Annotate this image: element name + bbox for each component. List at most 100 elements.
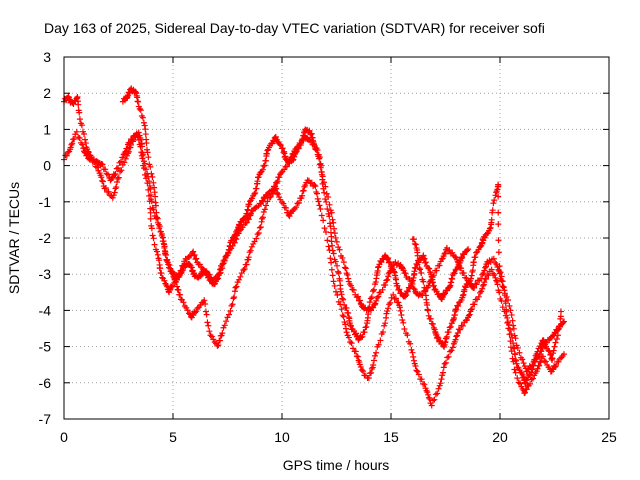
data-point-marker xyxy=(329,216,336,223)
data-point-marker xyxy=(482,264,489,271)
data-point-marker xyxy=(398,311,405,318)
data-point-marker xyxy=(417,266,424,273)
x-axis-label: GPS time / hours xyxy=(283,457,390,473)
data-point-marker xyxy=(211,339,218,346)
data-point-marker xyxy=(493,189,500,196)
data-point-marker xyxy=(357,363,364,370)
data-point-marker xyxy=(496,263,503,270)
data-point-marker xyxy=(451,270,458,277)
data-point-marker xyxy=(190,248,197,255)
data-point-marker xyxy=(449,344,456,351)
data-point-marker xyxy=(426,395,433,402)
data-point-marker xyxy=(326,213,333,220)
data-point-marker xyxy=(519,356,526,363)
data-point-marker xyxy=(347,339,354,346)
data-point-marker xyxy=(152,202,159,209)
data-point-marker xyxy=(316,202,323,209)
data-point-marker xyxy=(501,292,508,299)
data-point-marker xyxy=(404,332,411,339)
data-point-marker xyxy=(235,276,242,283)
data-point-marker xyxy=(408,282,415,289)
data-point-marker xyxy=(443,333,450,340)
data-point-marker xyxy=(442,359,449,366)
data-point-marker xyxy=(436,262,443,269)
data-point-marker xyxy=(425,312,432,319)
data-point-marker xyxy=(454,330,461,337)
data-point-marker xyxy=(312,146,319,153)
data-point-marker xyxy=(105,188,112,195)
data-point-marker xyxy=(242,213,249,220)
data-point-marker xyxy=(368,294,375,301)
data-point-marker xyxy=(498,273,505,280)
data-point-marker xyxy=(330,250,337,257)
data-point-marker xyxy=(427,315,434,322)
y-axis-label: SDTVAR / TECUs xyxy=(6,182,22,294)
data-point-marker xyxy=(78,122,85,129)
data-point-marker xyxy=(314,195,321,202)
data-point-marker xyxy=(502,300,509,307)
data-point-marker xyxy=(114,178,121,185)
data-point-marker xyxy=(142,131,149,138)
data-point-marker xyxy=(122,155,129,162)
data-point-marker xyxy=(438,376,445,383)
y-tick-label: 3 xyxy=(43,49,51,65)
data-point-marker xyxy=(320,185,327,192)
data-point-marker xyxy=(464,247,471,254)
data-point-marker xyxy=(507,326,514,333)
data-point-marker xyxy=(460,270,467,277)
data-point-marker xyxy=(141,160,148,167)
data-point-marker xyxy=(537,359,544,366)
data-point-marker xyxy=(424,389,431,396)
data-point-marker xyxy=(161,277,168,284)
x-tick-label: 0 xyxy=(60,429,68,445)
data-point-marker xyxy=(339,254,346,261)
series-sat-track-4 xyxy=(409,181,564,387)
data-point-marker xyxy=(472,254,479,261)
data-point-marker xyxy=(79,141,86,148)
data-point-marker xyxy=(370,357,377,364)
data-point-marker xyxy=(531,356,538,363)
data-point-marker xyxy=(421,381,428,388)
data-point-marker xyxy=(383,277,390,284)
data-point-marker xyxy=(312,183,319,190)
data-point-marker xyxy=(430,282,437,289)
data-point-marker xyxy=(515,379,522,386)
data-point-marker xyxy=(508,331,515,338)
data-point-marker xyxy=(328,209,335,216)
data-point-marker xyxy=(481,267,488,274)
data-point-marker xyxy=(135,129,142,136)
data-point-marker xyxy=(81,130,88,137)
data-point-marker xyxy=(259,166,266,173)
data-point-marker xyxy=(331,282,338,289)
data-point-marker xyxy=(159,274,166,281)
data-point-marker xyxy=(164,256,171,263)
data-point-marker xyxy=(263,202,270,209)
data-point-marker xyxy=(439,369,446,376)
data-point-marker xyxy=(546,348,553,355)
data-point-marker xyxy=(140,151,147,158)
data-point-marker xyxy=(373,297,380,304)
data-point-marker xyxy=(372,300,379,307)
data-point-marker xyxy=(119,154,126,161)
data-point-marker xyxy=(514,375,521,382)
data-point-marker xyxy=(512,351,519,358)
data-point-marker xyxy=(214,342,221,349)
y-tick-label: 2 xyxy=(43,85,51,101)
data-point-marker xyxy=(410,353,417,360)
data-point-marker xyxy=(191,251,198,258)
data-point-marker xyxy=(485,272,492,279)
data-point-marker xyxy=(98,160,105,167)
data-point-marker xyxy=(509,355,516,362)
data-point-marker xyxy=(339,295,346,302)
data-point-marker xyxy=(315,198,322,205)
data-point-marker xyxy=(192,309,199,316)
data-point-marker xyxy=(254,231,261,238)
data-point-marker xyxy=(539,353,546,360)
data-point-marker xyxy=(345,334,352,341)
data-point-marker xyxy=(135,98,142,105)
data-point-marker xyxy=(413,367,420,374)
data-point-marker xyxy=(490,200,497,207)
data-point-marker xyxy=(367,295,374,302)
data-point-marker xyxy=(396,304,403,311)
y-tick-label: 0 xyxy=(43,158,51,174)
